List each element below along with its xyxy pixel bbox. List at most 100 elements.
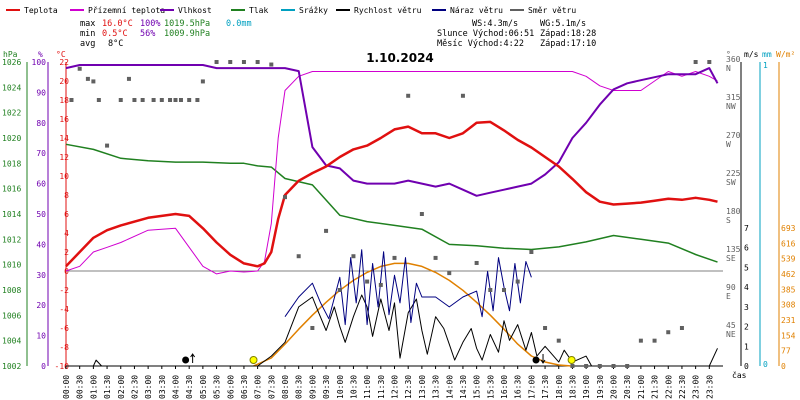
stats-max-temp: 16.0°C: [102, 19, 133, 29]
wind-direction-point: [118, 98, 123, 102]
solar-tick: 693: [781, 224, 796, 233]
solar-tick: 462: [781, 270, 796, 279]
time-tick: 19:00: [582, 375, 591, 399]
wind-tick: 4: [744, 283, 749, 292]
stats-avg-label: avg: [80, 39, 95, 49]
pressure-tick: 1016: [2, 185, 21, 194]
wind-direction-point: [638, 338, 643, 343]
humidity-tick: 40: [36, 240, 46, 249]
time-tick: 01:00: [89, 375, 98, 399]
axis-unit-deg: °: [726, 50, 731, 59]
time-tick: 17:00: [527, 375, 536, 399]
wind-direction-point: [85, 76, 90, 81]
wind-direction-point: [529, 250, 534, 254]
info-wg: WG:5.1m/s: [540, 19, 586, 29]
wind-direction-point: [584, 364, 589, 368]
time-tick: 16:30: [514, 375, 523, 399]
time-tick: 19:30: [596, 375, 605, 399]
direction-tick-dir: S: [726, 216, 731, 225]
stats-min-press: 1009.9hPa: [164, 29, 210, 39]
wind-direction-point: [337, 288, 342, 292]
temp-tick: 22: [59, 58, 69, 67]
info-panel: WS:4.3m/s WG:5.1m/s Slunce Východ:06:51 …: [437, 19, 596, 49]
time-tick: 07:30: [267, 375, 276, 399]
time-tick: 09:30: [322, 375, 331, 399]
time-tick: 15:30: [486, 375, 495, 399]
wind-direction-point: [159, 98, 164, 102]
direction-tick-deg: 315: [726, 93, 741, 102]
wind-tick: 0: [744, 362, 749, 371]
temp-tick: 2: [64, 248, 69, 257]
wind-direction-point: [693, 60, 698, 64]
wind-direction-point: [195, 98, 200, 102]
wind-direction-point: [543, 326, 548, 330]
wind-tick: 3: [744, 303, 749, 312]
wind-direction-point: [502, 288, 506, 292]
time-tick: 09:00: [308, 375, 317, 399]
solar-tick: 154: [781, 331, 796, 340]
axis-unit-wm2: W/m²: [776, 50, 795, 59]
temp-tick: 12: [59, 153, 69, 162]
time-tick: 12:00: [391, 375, 400, 399]
pressure-tick: 1022: [2, 109, 21, 118]
humidity-tick: 80: [36, 119, 46, 128]
axis-unit-ms: m/s: [744, 50, 759, 59]
wind-direction-point: [187, 98, 192, 102]
pressure-tick: 1026: [2, 58, 21, 67]
pressure-tick: 1004: [2, 337, 21, 346]
time-tick: 10:00: [336, 375, 345, 399]
axis-unit-mm: mm: [762, 50, 772, 59]
time-tick: 18:00: [555, 375, 564, 399]
time-tick: 02:00: [117, 375, 126, 399]
series-teplota-line: [65, 120, 718, 268]
wind-direction-point: [515, 279, 520, 284]
wind-direction-point: [324, 228, 329, 233]
rain-tick: 1: [763, 61, 768, 70]
temp-tick: -10: [55, 362, 70, 371]
time-tick: 21:00: [637, 375, 646, 399]
wind-direction-point: [255, 60, 260, 64]
solar-tick: 385: [781, 285, 796, 294]
series-vlhkost-line: [65, 64, 719, 197]
legend-label: Náraz větru: [450, 6, 503, 15]
wind-direction-point: [241, 60, 246, 64]
stats-max-label: max: [80, 19, 95, 29]
wind-direction-point: [77, 66, 82, 71]
humidity-tick: 90: [36, 88, 46, 97]
wind-direction-point: [105, 143, 110, 148]
wind-direction-point: [679, 326, 684, 330]
direction-tick-dir: E: [726, 292, 731, 301]
time-tick: 11:30: [377, 375, 386, 399]
wind-direction-point: [652, 338, 657, 343]
direction-tick-dir: N: [726, 64, 731, 73]
temp-tick: -8: [59, 343, 69, 352]
wind-direction-point: [433, 255, 438, 260]
time-tick: 02:30: [130, 375, 139, 399]
axis-unit-degc: °C: [56, 50, 66, 59]
wind-direction-point: [392, 255, 397, 260]
time-tick: 21:30: [651, 375, 660, 399]
moonset-icon: [532, 356, 540, 364]
direction-tick-deg: 135: [726, 245, 741, 254]
temp-tick: 4: [64, 229, 69, 238]
wind-direction-point: [378, 282, 383, 287]
temp-tick: 16: [59, 115, 69, 124]
wind-direction-point: [173, 98, 178, 102]
direction-tick-deg: 180: [726, 207, 741, 216]
time-tick: 05:00: [199, 375, 208, 399]
wind-tick: 7: [744, 224, 749, 233]
legend-label: Přízemní teplota: [88, 6, 165, 15]
temp-tick: 10: [59, 172, 69, 181]
wind-direction-point: [406, 93, 411, 98]
direction-tick-deg: 90: [726, 283, 736, 292]
wind-direction-point: [419, 212, 424, 216]
moonrise-arrow-icon: [190, 353, 196, 363]
info-sun-set: Západ:18:28: [540, 29, 596, 39]
time-tick: 23:30: [705, 375, 714, 399]
temp-tick: -2: [59, 286, 69, 295]
time-tick: 14:30: [459, 375, 468, 399]
wind-direction-point: [178, 98, 183, 102]
pressure-tick: 1024: [2, 83, 21, 92]
wind-direction-point: [168, 98, 173, 102]
